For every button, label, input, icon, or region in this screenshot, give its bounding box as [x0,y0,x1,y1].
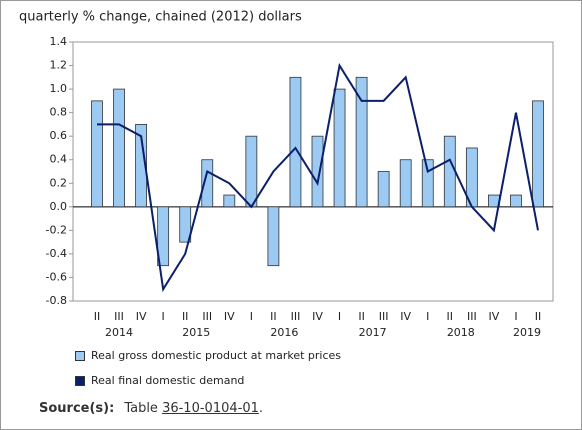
x-tick-label: I [514,310,517,323]
x-tick-label: III [291,310,301,323]
x-tick-label: IV [312,310,323,323]
legend-label: Real final domestic demand [91,374,245,387]
bar [113,88,125,208]
bar [201,159,214,208]
x-tick-label: II [270,310,277,323]
bar [399,159,412,208]
y-tick-label: 1.2 [50,59,68,72]
y-tick-label: 1.0 [50,82,68,95]
x-tick-label: II [447,310,454,323]
x-group-label: 2018 [447,326,475,339]
bar [355,76,368,208]
x-group-label: 2019 [513,326,541,339]
x-tick-label: III [379,310,389,323]
legend-entry: Real final domestic demand [75,374,244,387]
x-group-label: 2016 [270,326,298,339]
chart: quarterly % change, chained (2012) dolla… [19,10,554,339]
line [97,62,539,293]
y-tick-label: -0.4 [46,247,67,260]
bar [267,206,280,267]
source: Source(s): Table 36-10-0104-01. [39,401,263,416]
bar [510,194,522,208]
bar [443,135,456,208]
chart-title: quarterly % change, chained (2012) dolla… [19,10,302,25]
x-tick-label: II [182,310,189,323]
x-tick-label: II [358,310,365,323]
y-tick-label: 0.6 [50,129,68,142]
bar [157,206,170,267]
bar [289,76,302,208]
legend-entry: Real gross domestic product at market pr… [75,349,341,362]
x-tick-label: IV [136,310,147,323]
y-tick-label: -0.2 [46,223,67,236]
source-suffix: . [258,401,264,416]
source-label: Source(s): [39,401,115,416]
y-tick-label: 0.2 [50,176,68,189]
plot-frame [72,41,554,302]
bar [179,206,192,243]
x-group-label: 2017 [359,326,387,339]
y-tick-label: -0.6 [46,270,67,283]
x-group-label: 2014 [105,326,133,339]
legend-swatch [75,375,85,386]
bar [135,124,148,208]
bar [377,171,390,208]
y-tick-label: -0.8 [46,294,67,307]
x-group-label: 2015 [182,326,210,339]
y-tick-label: 1.4 [50,35,68,48]
y-tick-label: 0.4 [50,153,68,166]
bar [311,135,324,208]
bar [91,100,103,208]
x-tick-label: IV [400,310,411,323]
source-prefix: Table [124,401,158,416]
x-tick-label: II [535,310,542,323]
bar [421,159,434,208]
legend-label: Real gross domestic product at market pr… [91,349,341,362]
legend-swatch [75,350,85,361]
y-tick-label: 0.8 [50,106,68,119]
x-tick-label: I [426,310,429,323]
x-tick-label: III [202,310,212,323]
x-tick-label: I [162,310,165,323]
x-tick-label: I [338,310,341,323]
x-tick-label: III [467,310,477,323]
x-tick-label: I [250,310,253,323]
x-tick-label: III [114,310,124,323]
y-tick-label: 0.0 [50,200,68,213]
bar [532,100,544,208]
bar [333,88,346,208]
bar [223,194,236,208]
x-tick-label: II [94,310,101,323]
bar [245,135,258,208]
x-tick-label: IV [489,310,500,323]
source-link[interactable]: 36-10-0104-01 [162,401,259,416]
x-tick-label: IV [224,310,235,323]
